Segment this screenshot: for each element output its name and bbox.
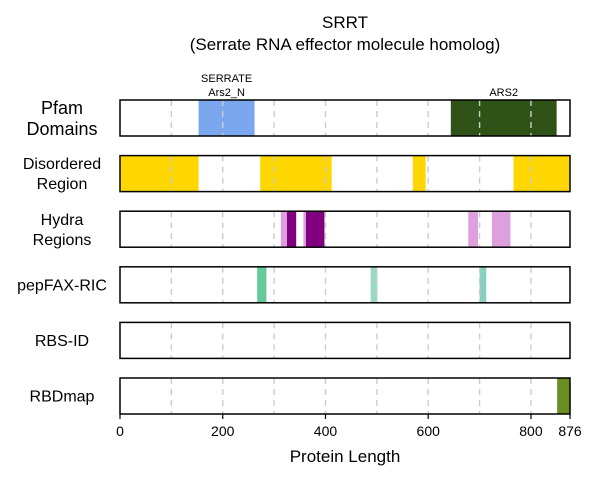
x-tick-label-2: 400 — [314, 423, 338, 439]
segment-pepfax-1 — [370, 266, 378, 303]
segment-disordered-3 — [513, 155, 570, 192]
track-label-disordered: Disordered — [23, 156, 101, 173]
segment-pepfax-0 — [257, 266, 267, 303]
segment-hydra-0 — [280, 211, 287, 248]
segment-hydra-5 — [491, 211, 511, 248]
chart-subtitle: (Serrate RNA effector molecule homolog) — [190, 35, 501, 54]
segment-pfam-1 — [450, 100, 557, 136]
track-label-hydra: Regions — [33, 232, 92, 249]
track-disordered: Disordered Region — [23, 154, 571, 193]
track-label-rbsid: RBS-ID — [35, 333, 89, 350]
track-label-pfam: Domains — [26, 119, 97, 139]
segment-hydra-4 — [468, 211, 479, 248]
x-tick-label-5: 876 — [558, 423, 582, 439]
track-frame-rbdmap — [119, 377, 571, 415]
x-axis: 0 200 400 600 800 876 — [116, 414, 582, 439]
track-rbsid: RBS-ID — [35, 321, 571, 360]
segment-disordered-2 — [412, 155, 426, 192]
segment-disordered-1 — [260, 155, 332, 192]
segment-pepfax-2 — [479, 266, 487, 303]
track-label-rbdmap: RBDmap — [30, 389, 95, 406]
segment-hydra-1 — [286, 211, 297, 248]
track-pepfax: pepFAX-RIC — [17, 266, 571, 304]
track-frame-pfam — [119, 99, 571, 137]
segment-label-pfam-1: ARS2 — [489, 87, 518, 99]
track-label-disordered: Region — [37, 176, 88, 193]
track-rbdmap: RBDmap — [30, 377, 571, 415]
segment-label-pfam-0: SERRATE — [201, 73, 252, 85]
segment-hydra-3 — [305, 211, 325, 248]
x-tick-label-0: 0 — [116, 423, 124, 439]
segment-hydra-2 — [303, 211, 306, 248]
track-frame-disordered — [119, 154, 571, 193]
x-axis-label: Protein Length — [290, 447, 401, 466]
track-label-pepfax: pepFAX-RIC — [17, 277, 107, 294]
x-tick-label-3: 600 — [417, 423, 441, 439]
chart-title: SRRT — [322, 13, 368, 32]
track-frame-pepfax — [119, 266, 571, 304]
segment-disordered-0 — [120, 155, 199, 192]
track-label-hydra: Hydra — [41, 212, 84, 229]
track-label-pfam: Pfam — [41, 98, 83, 118]
track-frame-hydra — [119, 210, 571, 248]
segment-label-pfam-0: Ars2_N — [208, 87, 245, 99]
segment-rbdmap-0 — [557, 378, 570, 414]
x-tick-label-1: 200 — [211, 423, 235, 439]
x-tick-label-4: 800 — [519, 423, 543, 439]
track-frame-rbsid — [119, 321, 571, 360]
segment-pfam-0 — [198, 100, 255, 136]
track-hydra: Hydra Regions — [33, 210, 571, 249]
